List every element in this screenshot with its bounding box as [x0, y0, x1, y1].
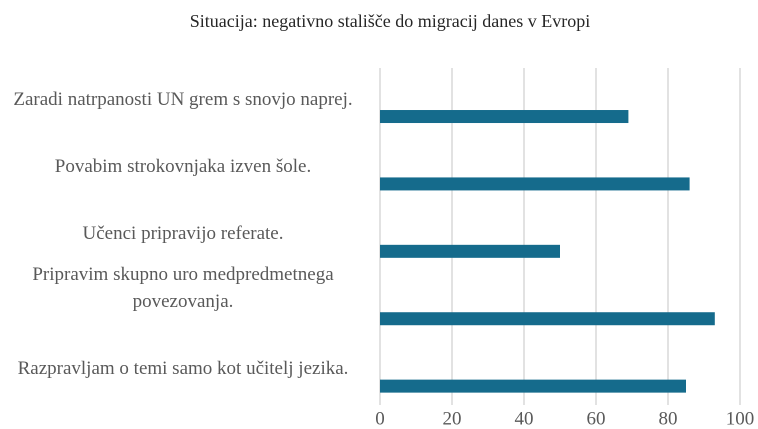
x-tick-label: 0	[375, 408, 385, 429]
bar	[380, 379, 686, 393]
y-tick-label: Povabim strokovnjaka izven šole.	[54, 155, 312, 177]
bar	[380, 312, 715, 326]
x-tick-label: 60	[587, 408, 606, 429]
y-tick-label: Zaradi natrpanosti UN grem s snovjo napr…	[13, 88, 353, 110]
bar	[380, 244, 560, 258]
y-tick-label: Učenci pripravijo referate.	[82, 223, 284, 245]
x-tick-label: 20	[443, 408, 462, 429]
y-tick-label: Razpravljam o temi samo kot učitelj jezi…	[17, 358, 349, 380]
y-tick-label: Pripravim skupno uro medpredmetnega pove…	[32, 263, 334, 312]
x-tick-label: 100	[726, 408, 755, 429]
bar	[380, 110, 629, 124]
bar	[380, 177, 690, 191]
chart-title: Situacija: negativno stališče do migraci…	[190, 11, 590, 31]
x-tick-label: 80	[659, 408, 678, 429]
x-tick-label: 40	[515, 408, 534, 429]
